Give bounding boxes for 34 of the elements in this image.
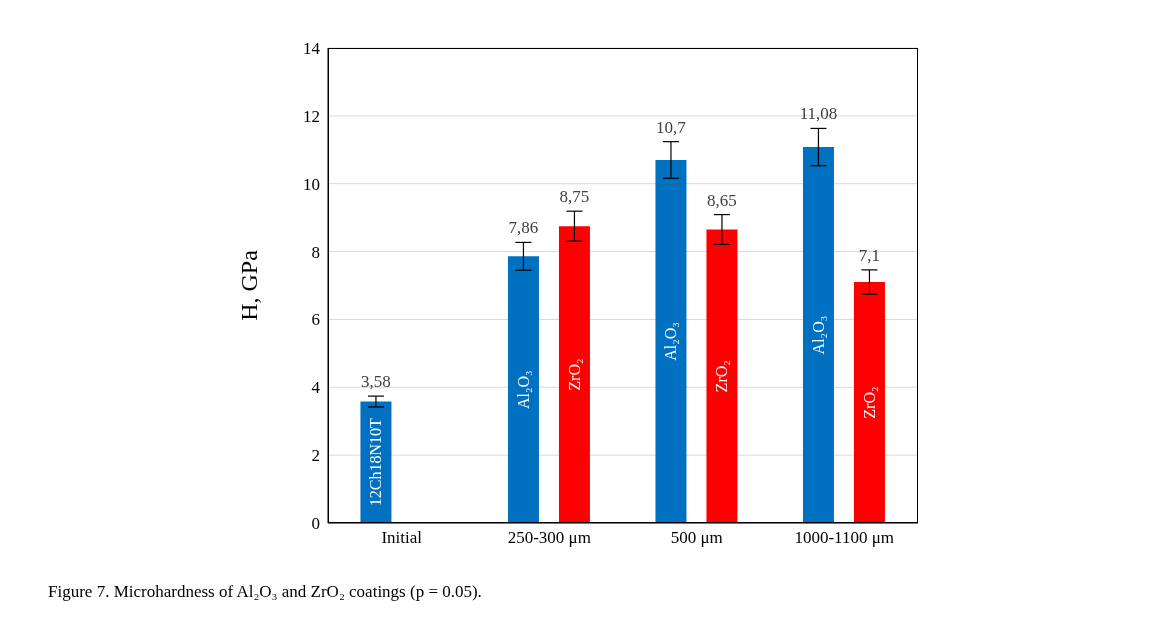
bar — [853, 282, 885, 523]
y-tick-label: 10 — [303, 174, 320, 194]
y-tick-label: 6 — [311, 310, 320, 330]
bar — [655, 159, 687, 523]
data-label: 3,58 — [361, 372, 391, 392]
y-tick-label: 0 — [311, 514, 320, 534]
y-tick-label: 8 — [311, 242, 320, 262]
bar — [706, 229, 738, 523]
data-label: 8,65 — [707, 190, 737, 210]
bar — [802, 147, 834, 523]
annotation: Al₂O₃ — [662, 322, 680, 361]
annotation: Al₂O₃ — [809, 315, 827, 355]
bar — [507, 256, 539, 523]
data-label: 7,86 — [508, 218, 539, 238]
annotation: ZrO₂ — [713, 360, 731, 393]
annotation: ZrO₂ — [860, 386, 878, 419]
annotation: ZrO₂ — [565, 358, 583, 391]
y-tick-label: 12 — [303, 106, 320, 126]
x-tick-label: 1000-1100 μm — [794, 528, 895, 548]
annotation: Al₂O₃ — [514, 370, 532, 410]
y-tick-label: 4 — [311, 378, 321, 398]
annotation: 12Ch18N10T — [367, 418, 385, 507]
x-tick-label: Initial — [381, 528, 423, 548]
data-label: 7,1 — [858, 245, 881, 265]
bar — [558, 226, 590, 523]
data-label: 10,7 — [656, 117, 687, 137]
x-tick-label: 250-300 μm — [507, 528, 591, 548]
data-label: 11,08 — [799, 104, 838, 124]
y-axis-title: H, GPa — [235, 249, 262, 321]
y-tick-label: 14 — [303, 39, 321, 59]
y-tick-label: 2 — [311, 446, 320, 466]
caption: Figure 7. Microhardness of Al₂O₃ and ZrO₂ coatings (p = 0.05). — [48, 582, 483, 602]
x-tick-label: 500 μm — [670, 528, 723, 548]
data-label: 8,75 — [559, 187, 590, 207]
